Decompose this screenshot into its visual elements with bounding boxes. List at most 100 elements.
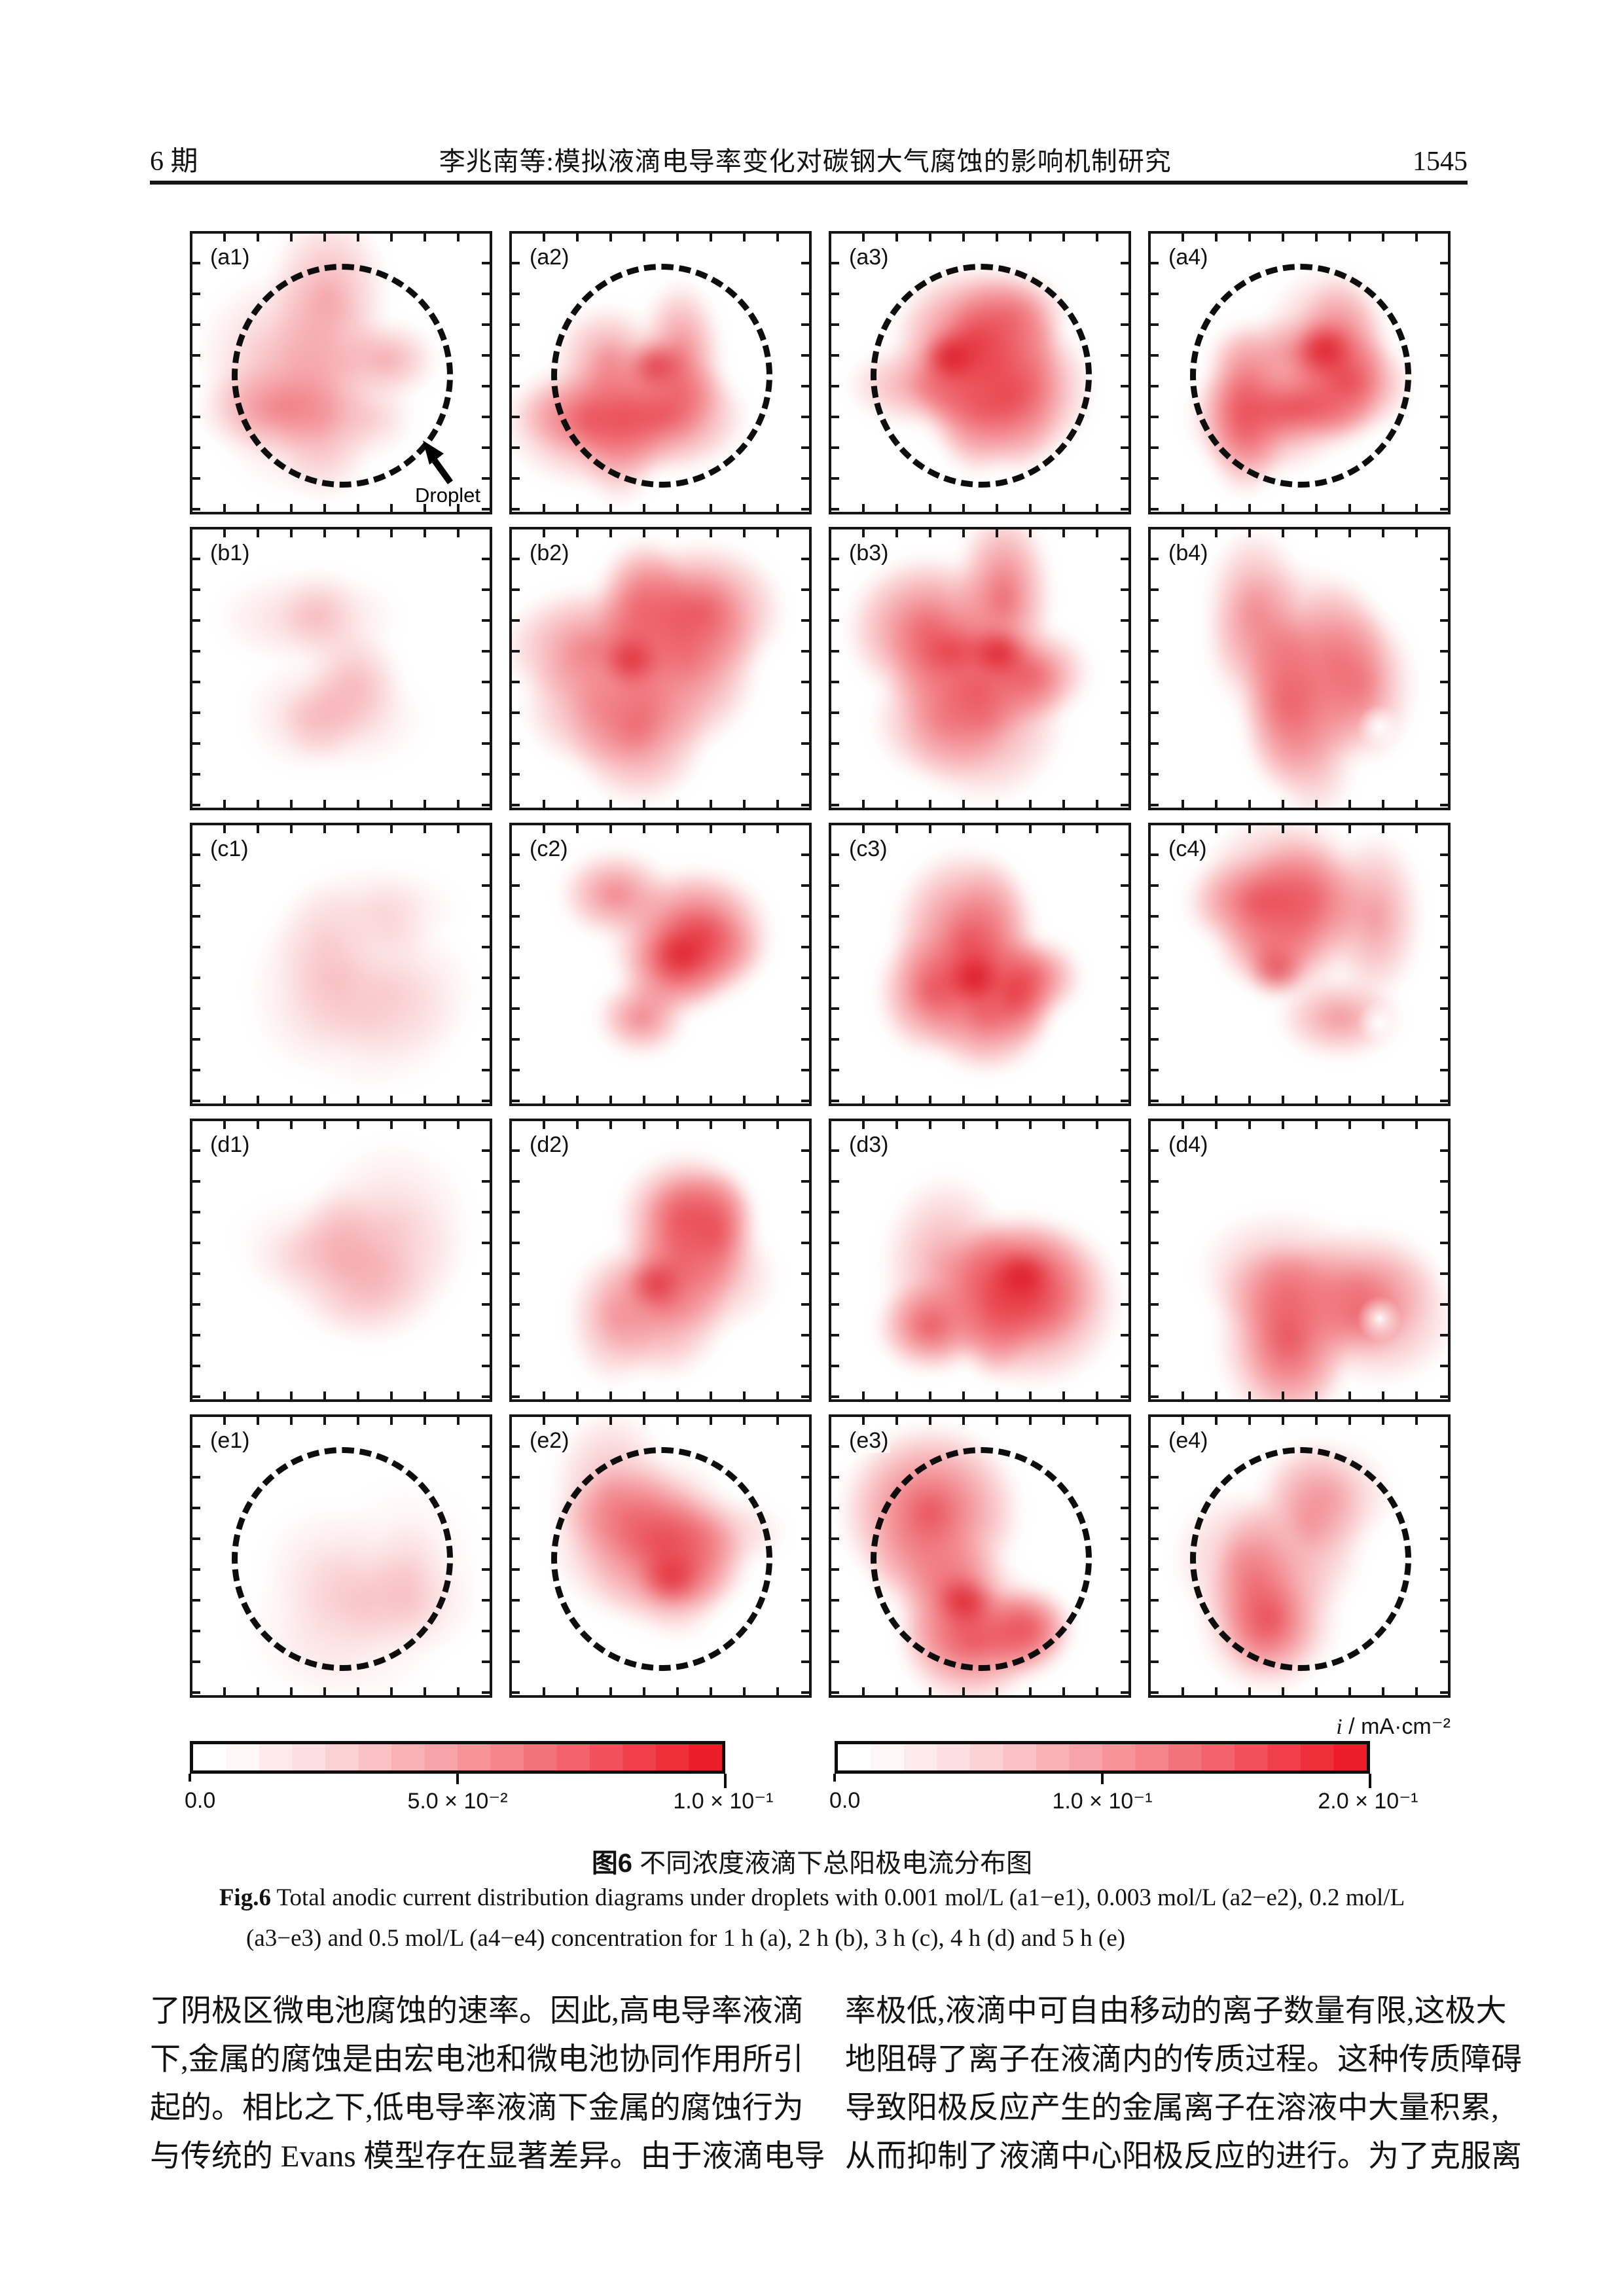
axis-ticks — [1121, 825, 1128, 1103]
anodic-current-blob — [512, 825, 809, 1103]
white-notch — [1151, 825, 1448, 1103]
axis-ticks — [512, 800, 809, 808]
panel-label-c4: (c4) — [1166, 836, 1209, 862]
heatmap-panel-a4: (a4) — [1148, 231, 1451, 514]
axis-ticks — [801, 1417, 809, 1695]
panel-label-c2: (c2) — [528, 836, 570, 862]
panel-label-c3: (c3) — [847, 836, 890, 862]
axis-ticks — [192, 1417, 490, 1425]
colorbar-tick — [456, 1774, 459, 1784]
header-rule — [150, 181, 1468, 185]
axis-ticks — [512, 1096, 809, 1103]
axis-ticks — [1121, 1417, 1128, 1695]
axis-ticks — [1151, 529, 1159, 808]
heatmap-panel-a3: (a3) — [829, 231, 1131, 514]
axis-ticks — [192, 529, 490, 537]
axis-ticks — [512, 504, 809, 512]
axis-ticks — [1440, 1417, 1448, 1695]
panel-label-e3: (e3) — [847, 1428, 891, 1454]
droplet-boundary-circle — [871, 1447, 1092, 1671]
axis-ticks — [1440, 1121, 1448, 1399]
panel-label-b1: (b1) — [208, 541, 252, 566]
axis-ticks — [482, 825, 490, 1103]
axis-ticks — [1151, 529, 1448, 537]
axis-ticks — [192, 800, 490, 808]
white-notch — [1151, 529, 1448, 808]
colorbar-tick — [189, 1774, 191, 1782]
panel-label-d2: (d2) — [528, 1132, 571, 1158]
axis-ticks — [1121, 1121, 1128, 1399]
colorbar-tick-label: 1.0 × 10⁻¹ — [673, 1789, 774, 1814]
axis-ticks — [1151, 1687, 1448, 1695]
running-title: 李兆南等:模拟液滴电导率变化对碳钢大气腐蚀的影响机制研究 — [439, 147, 1172, 176]
colorbar-tick — [724, 1774, 727, 1788]
anodic-current-blob — [192, 1121, 490, 1399]
anodic-current-blob — [512, 1121, 809, 1399]
panel-label-e1: (e1) — [208, 1428, 252, 1454]
axis-ticks — [801, 234, 809, 512]
axis-ticks — [512, 234, 520, 512]
axis-ticks — [192, 1121, 490, 1129]
panel-label-d3: (d3) — [847, 1132, 891, 1158]
axis-ticks — [831, 800, 1128, 808]
colorbar-tick-label: 2.0 × 10⁻¹ — [1318, 1789, 1418, 1814]
figure-6-panel-grid: (a1) Droplet (a2) (a3) (a4) (b1) (b2) (b3) (b4) (… — [190, 231, 1451, 1698]
anodic-current-blob — [512, 529, 809, 808]
axis-ticks — [482, 1417, 490, 1695]
axis-ticks — [1151, 504, 1448, 512]
axis-ticks — [1151, 234, 1448, 242]
body-text-line: 率极低,液滴中可自由移动的离子数量有限,这极大 — [845, 1994, 1507, 2028]
page-header: 6 期 李兆南等:模拟液滴电导率变化对碳钢大气腐蚀的影响机制研究 1545 — [150, 139, 1468, 179]
axis-ticks — [801, 529, 809, 808]
heatmap-panel-c4: (c4) — [1148, 823, 1451, 1106]
axis-ticks — [482, 234, 490, 512]
axis-ticks — [512, 1417, 809, 1425]
panel-label-a1: (a1) — [208, 245, 252, 270]
panel-label-a2: (a2) — [528, 245, 571, 270]
axis-ticks — [192, 825, 200, 1103]
axis-ticks — [831, 825, 1128, 833]
colorbar-tick-label: 1.0 × 10⁻¹ — [1052, 1789, 1153, 1814]
axis-ticks — [192, 234, 490, 242]
colorbar-gradient — [838, 1744, 1367, 1770]
caption-zh-label: 图6 — [591, 1849, 633, 1878]
colorbar-labels: 0.0 1.0 × 10⁻¹ 2.0 × 10⁻¹ — [829, 1788, 1418, 1817]
axis-ticks — [512, 1121, 809, 1129]
axis-ticks — [512, 529, 809, 537]
axis-ticks — [801, 1121, 809, 1399]
caption-en-line2: (a3−e3) and 0.5 mol/L (a4−e4) concentrat… — [246, 1924, 1125, 1952]
current-symbol: i — [1336, 1715, 1343, 1739]
axis-ticks — [192, 1121, 200, 1399]
colorbar-tick — [833, 1774, 836, 1782]
body-text-line: 导致阳极反应产生的金属离子在溶液中大量积累, — [845, 2091, 1499, 2125]
axis-ticks — [512, 825, 520, 1103]
axis-ticks — [512, 1121, 520, 1399]
axis-ticks — [1151, 1417, 1159, 1695]
colorbar-labels: 0.0 5.0 × 10⁻² 1.0 × 10⁻¹ — [185, 1788, 773, 1817]
anodic-current-blob — [831, 529, 1128, 808]
axis-ticks — [831, 234, 1128, 242]
axis-ticks — [1151, 234, 1159, 512]
body-column-left: 了阴极区微电池腐蚀的速率。因此,高电导率液滴 下,金属的腐蚀是由宏电池和微电池协同… — [150, 1987, 825, 2181]
caption-en-text1: Total anodic current distribution diagra… — [270, 1884, 1405, 1911]
axis-ticks — [192, 529, 200, 808]
body-column-right: 率极低,液滴中可自由移动的离子数量有限,这极大 地阻碍了离子在液滴内的传质过程。这… — [845, 1987, 1522, 2181]
droplet-boundary-circle — [1190, 264, 1411, 488]
anodic-current-blob — [831, 825, 1128, 1103]
droplet-boundary-circle — [232, 264, 453, 488]
axis-ticks — [831, 1687, 1128, 1695]
droplet-boundary-circle — [551, 264, 772, 488]
axis-ticks — [1440, 825, 1448, 1103]
axis-ticks — [482, 529, 490, 808]
axis-ticks — [831, 1096, 1128, 1103]
caption-en-label: Fig.6 — [219, 1884, 271, 1911]
heatmap-panel-b4: (b4) — [1148, 527, 1451, 810]
heatmap-panel-c2: (c2) — [509, 823, 812, 1106]
axis-ticks — [1121, 234, 1128, 512]
colorbar-1 — [190, 1741, 725, 1774]
axis-ticks — [192, 1417, 200, 1695]
axis-ticks — [1151, 1417, 1448, 1425]
axis-ticks — [1151, 1121, 1159, 1399]
caption-zh: 图6 不同浓度液滴下总阳极电流分布图 — [0, 1842, 1624, 1880]
